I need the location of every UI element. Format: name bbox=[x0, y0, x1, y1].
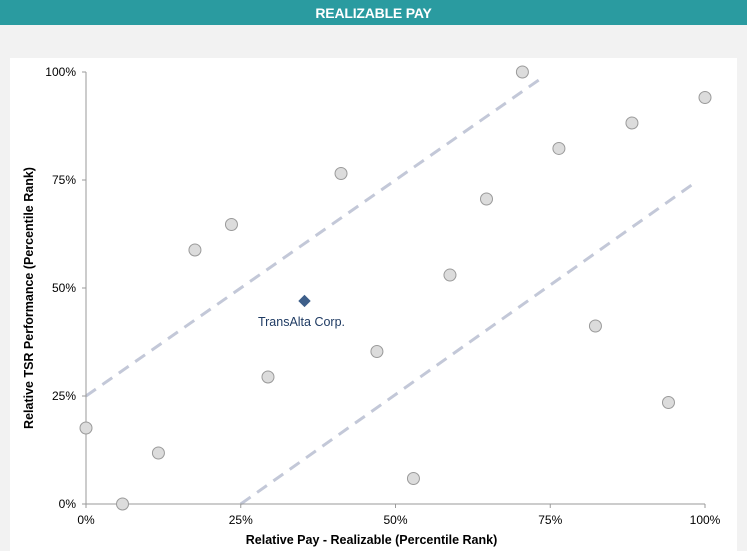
peer-point bbox=[552, 141, 566, 155]
reference-lines bbox=[85, 75, 694, 506]
chart-frame-right bbox=[737, 43, 747, 551]
peer-point bbox=[261, 370, 275, 384]
peer-point bbox=[151, 446, 165, 460]
x-axis-title: Relative Pay - Realizable (Percentile Ra… bbox=[246, 533, 498, 547]
peer-point bbox=[625, 116, 639, 130]
peer-point bbox=[443, 268, 457, 282]
peer-point bbox=[588, 319, 602, 333]
peer-point bbox=[116, 497, 130, 511]
chart-area: 0% 25% 50% 75% 100% 0% 25% 50% 75% 100% TransAlt… bbox=[10, 58, 737, 551]
y-tick-label: 100% bbox=[45, 65, 76, 79]
axes bbox=[85, 72, 705, 505]
point-labels: TransAlta Corp. bbox=[258, 315, 345, 329]
x-tick-label: 25% bbox=[229, 513, 253, 527]
peer-point bbox=[79, 421, 93, 435]
y-tick-label: 50% bbox=[52, 281, 76, 295]
peer-point bbox=[515, 65, 529, 79]
transalta-point bbox=[298, 294, 311, 308]
x-tick-label: 0% bbox=[77, 513, 95, 527]
x-tick-labels: 0% 25% 50% 75% 100% bbox=[77, 504, 721, 527]
peer-point bbox=[698, 90, 712, 104]
header-spacer bbox=[0, 25, 747, 43]
y-tick-labels: 0% 25% 50% 75% 100% bbox=[45, 65, 86, 511]
x-tick-label: 100% bbox=[690, 513, 721, 527]
y-tick-label: 0% bbox=[59, 497, 77, 511]
peer-point bbox=[479, 192, 493, 206]
peer-point bbox=[224, 217, 238, 231]
header-banner: REALIZABLE PAY bbox=[0, 0, 747, 25]
peer-point bbox=[370, 345, 384, 359]
scatter-chart: 0% 25% 50% 75% 100% 0% 25% 50% 75% 100% TransAlt… bbox=[22, 65, 721, 547]
reference-line-lower-band bbox=[239, 183, 694, 506]
y-tick-label: 25% bbox=[52, 389, 76, 403]
peer-point bbox=[406, 472, 420, 486]
page-title: REALIZABLE PAY bbox=[315, 4, 432, 21]
peer-point bbox=[661, 395, 675, 409]
chart-frame-top bbox=[0, 43, 747, 58]
y-axis-title: Relative TSR Performance (Percentile Ran… bbox=[22, 167, 36, 429]
data-points bbox=[79, 65, 712, 511]
y-tick-label: 75% bbox=[52, 173, 76, 187]
peer-point bbox=[334, 167, 348, 181]
peer-point bbox=[188, 243, 202, 257]
x-tick-label: 50% bbox=[383, 513, 407, 527]
transalta-label: TransAlta Corp. bbox=[258, 315, 345, 329]
chart-frame-left bbox=[0, 43, 10, 551]
reference-line-upper-band bbox=[85, 75, 545, 398]
x-tick-label: 75% bbox=[538, 513, 562, 527]
